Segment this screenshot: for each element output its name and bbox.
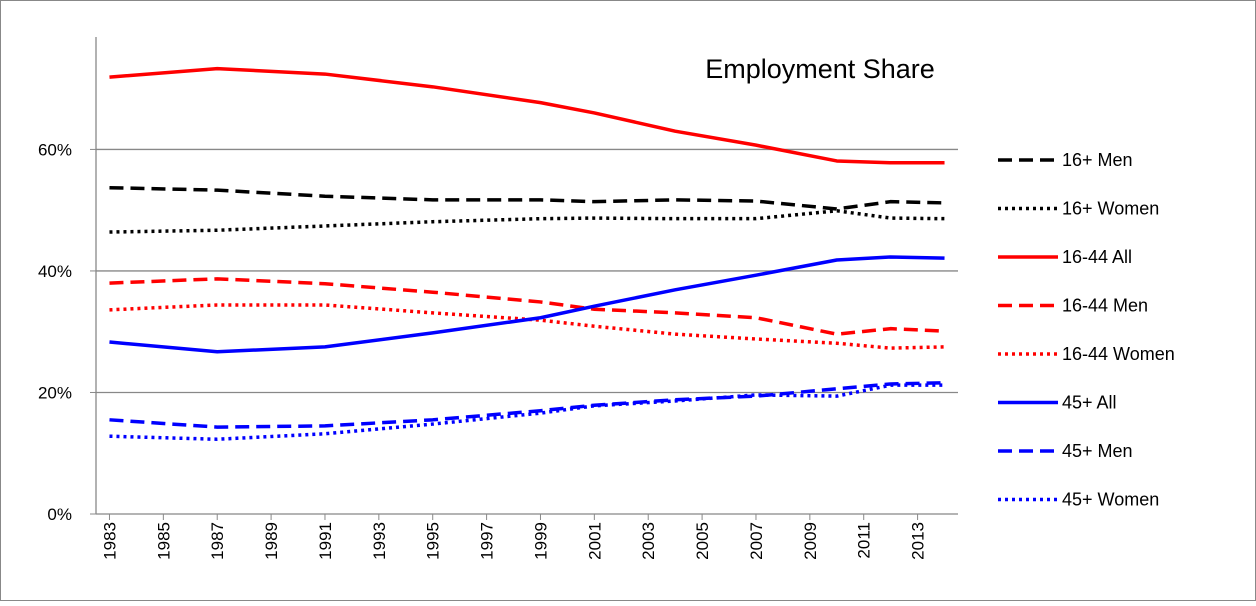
x-tick-label: 1983: [100, 522, 119, 560]
series-line: [109, 380, 945, 429]
legend-label: 45+ Women: [1062, 490, 1159, 510]
legend-label: 16-44 All: [1062, 247, 1132, 267]
legend-label: 16+ Women: [1062, 199, 1159, 219]
series-line: [109, 255, 945, 354]
x-tick-label: 1997: [478, 522, 497, 560]
x-tick-label: 1985: [154, 522, 173, 560]
x-tick-label: 2013: [909, 522, 928, 560]
series-line: [109, 66, 945, 165]
chart-title: Employment Share: [705, 54, 935, 84]
x-tick-label: 1991: [316, 522, 335, 560]
x-tick-label: 2007: [747, 522, 766, 560]
x-tick-label: 2011: [855, 522, 874, 559]
legend-label: 16-44 Men: [1062, 296, 1148, 316]
legend-label: 45+ All: [1062, 393, 1117, 413]
x-tick-label: 1999: [531, 522, 550, 560]
series-line: [109, 185, 945, 211]
x-tick-label: 2003: [639, 522, 658, 560]
x-tick-label: 1993: [370, 522, 389, 560]
y-tick-label: 20%: [38, 383, 72, 402]
x-tick-label: 2005: [693, 522, 712, 560]
legend-label: 16+ Men: [1062, 150, 1133, 170]
legend-label: 45+ Men: [1062, 441, 1133, 461]
x-tick-label: 1995: [424, 522, 443, 560]
x-tick-label: 2009: [801, 522, 820, 560]
legend-label: 16-44 Women: [1062, 344, 1175, 364]
series-line: [109, 209, 945, 234]
x-tick-label: 2001: [585, 522, 604, 560]
y-tick-label: 0%: [47, 505, 72, 524]
y-tick-label: 60%: [38, 140, 72, 159]
series-line: [109, 303, 945, 350]
y-tick-label: 40%: [38, 262, 72, 281]
series-line: [109, 277, 945, 336]
x-tick-label: 1989: [262, 522, 281, 560]
x-tick-label: 1987: [208, 522, 227, 560]
